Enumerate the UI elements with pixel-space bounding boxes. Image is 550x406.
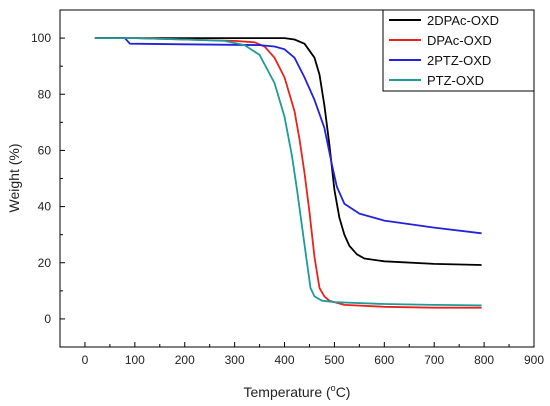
y-tick-label: 40 [38, 200, 52, 214]
y-tick-label: 20 [38, 256, 52, 270]
y-tick-label: 80 [38, 87, 52, 101]
x-tick-label: 900 [524, 353, 544, 367]
series-line-ptz-oxd [94, 37, 482, 307]
x-tick-label: 300 [225, 353, 245, 367]
x-tick-label: 100 [125, 353, 145, 367]
legend-label: DPAc-OXD [427, 33, 492, 48]
series-line-2ptz-oxd [94, 37, 482, 235]
x-tick-label: 200 [175, 353, 195, 367]
series-line-dpac-oxd [94, 37, 482, 309]
series-line-2dpac-oxd [94, 37, 482, 266]
legend-box [382, 9, 535, 92]
legend-label: PTZ-OXD [427, 73, 484, 88]
y-tick-label: 0 [44, 312, 51, 326]
x-tick-label: 600 [374, 353, 394, 367]
x-tick-label: 400 [275, 353, 295, 367]
y-axis-ticks: 0 20 40 60 80 100 [31, 9, 65, 348]
legend-label: 2PTZ-OXD [427, 53, 491, 68]
series-lines [94, 37, 482, 309]
legend-label: 2DPAc-OXD [427, 13, 499, 28]
y-tick-label: 60 [38, 143, 52, 157]
x-tick-label: 800 [474, 353, 494, 367]
x-tick-label: 0 [82, 353, 89, 367]
y-tick-label: 100 [31, 31, 51, 45]
x-tick-label: 500 [324, 353, 344, 367]
x-axis-title: Temperature (oC) [244, 383, 351, 400]
y-axis-title: Weight (%) [6, 144, 22, 213]
x-tick-label: 700 [424, 353, 444, 367]
legend: 2DPAc-OXD DPAc-OXD 2PTZ-OXD PTZ-OXD [382, 9, 535, 92]
x-axis-ticks: 0 100 200 300 400 500 600 700 800 900 [59, 342, 544, 367]
legend-items: 2DPAc-OXD DPAc-OXD 2PTZ-OXD PTZ-OXD [389, 13, 499, 88]
